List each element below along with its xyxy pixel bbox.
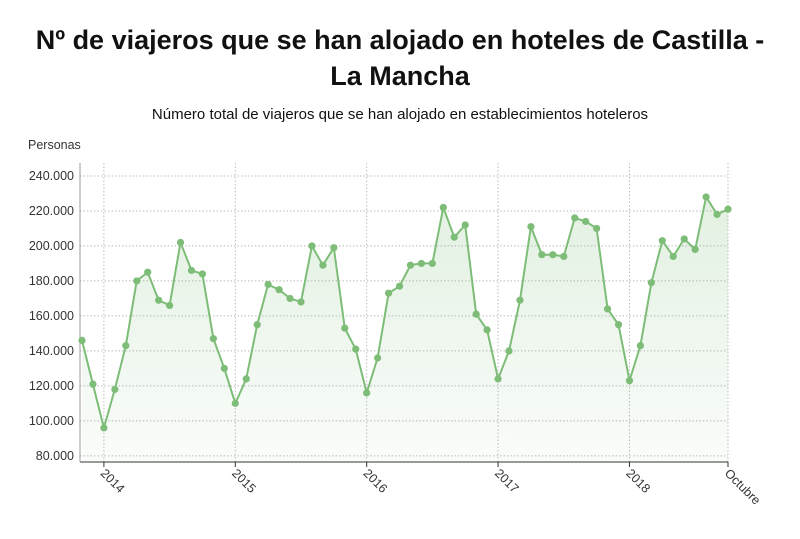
point — [582, 217, 590, 226]
x-tick-label: 2016 — [361, 466, 391, 496]
point — [155, 296, 163, 304]
point — [144, 268, 152, 276]
point — [187, 266, 196, 275]
point — [614, 321, 623, 329]
point — [242, 375, 250, 383]
point — [472, 310, 480, 318]
point — [417, 259, 426, 268]
point — [571, 214, 579, 222]
point — [352, 345, 360, 353]
point — [516, 296, 524, 304]
y-tick-label: 80.000 — [36, 449, 74, 463]
y-tick-label: 120.000 — [29, 379, 74, 393]
point — [450, 233, 458, 241]
point — [691, 245, 699, 254]
point — [647, 279, 655, 287]
point — [593, 224, 601, 233]
point — [198, 270, 207, 278]
y-tick-label: 160.000 — [29, 309, 74, 323]
point — [702, 193, 710, 201]
y-axis-label: Personas — [28, 138, 81, 152]
point — [636, 342, 645, 350]
point — [341, 324, 349, 332]
point — [658, 237, 666, 245]
point — [264, 280, 272, 289]
point — [220, 364, 228, 372]
point — [625, 377, 634, 385]
chart-subtitle: Número total de viajeros que se han aloj… — [151, 106, 649, 123]
point — [78, 336, 86, 345]
point — [111, 385, 119, 393]
point — [286, 294, 294, 303]
chart-title: Nº de viajeros que se han alojado en hot… — [35, 25, 765, 91]
point — [297, 298, 305, 306]
point — [133, 277, 141, 285]
point — [384, 289, 393, 297]
point — [319, 261, 327, 269]
point — [122, 342, 130, 350]
point — [527, 223, 535, 231]
y-tick-label: 220.000 — [29, 204, 74, 218]
point — [308, 242, 316, 250]
point — [253, 321, 261, 329]
point — [603, 305, 612, 313]
point — [494, 375, 502, 383]
point — [439, 203, 447, 212]
y-tick-label: 200.000 — [29, 239, 74, 253]
point — [461, 221, 469, 229]
area — [82, 196, 728, 462]
point — [275, 286, 283, 294]
point — [374, 354, 382, 362]
point — [165, 301, 174, 310]
point — [560, 252, 568, 261]
x-tick-label: Octubre — [722, 466, 763, 507]
x-tick-label: 2018 — [623, 466, 653, 496]
y-tick-label: 100.000 — [29, 414, 74, 428]
point — [363, 389, 371, 397]
point — [538, 251, 546, 259]
point — [176, 238, 185, 247]
y-tick-label: 180.000 — [29, 274, 74, 288]
point — [724, 205, 732, 213]
point — [395, 282, 404, 290]
x-tick-label: 2014 — [98, 466, 128, 496]
point — [549, 251, 557, 259]
point — [669, 252, 677, 261]
point — [89, 380, 97, 388]
point — [428, 259, 436, 268]
point — [680, 235, 688, 243]
point — [483, 326, 491, 334]
y-tick-label: 240.000 — [29, 169, 74, 183]
point — [406, 261, 415, 269]
y-tick-label: 140.000 — [29, 344, 74, 358]
x-tick-label: 2017 — [492, 466, 522, 496]
point — [330, 244, 338, 252]
point — [231, 399, 239, 407]
line — [81, 194, 729, 432]
point — [209, 335, 217, 343]
x-tick-label: 2015 — [229, 466, 259, 496]
point — [100, 424, 108, 432]
point — [505, 347, 513, 355]
point — [713, 210, 721, 219]
